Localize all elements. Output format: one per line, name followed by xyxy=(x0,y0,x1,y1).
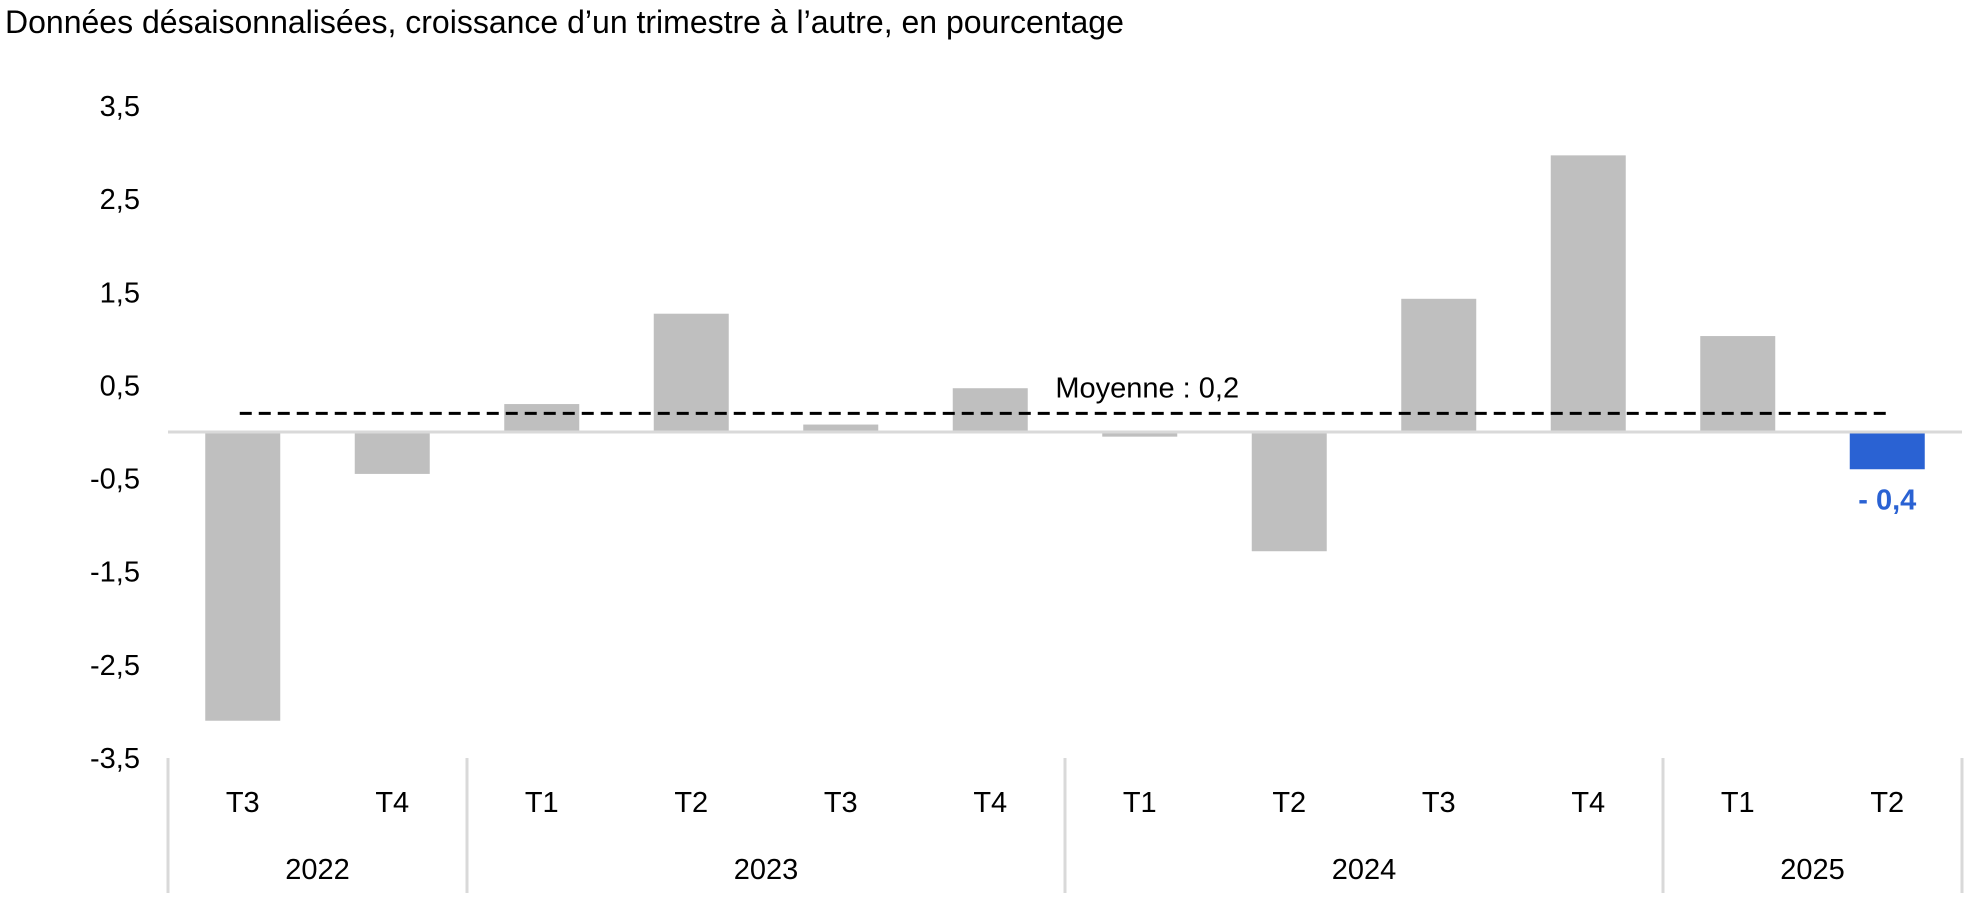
x-tick-label: T1 xyxy=(525,787,559,819)
y-tick-label: -3,5 xyxy=(90,743,140,775)
x-tick-label: T2 xyxy=(1272,787,1306,819)
x-axis: T3 T4 T1 T2 T3 T4 T1 T2 T3 T4 T1 T2 2022 2023 2024 2025 xyxy=(166,758,1964,893)
y-tick-label: 1,5 xyxy=(100,277,140,309)
y-axis-ticks: 3,5 2,5 1,5 0,5 -0,5 -1,5 -2,5 -3,5 xyxy=(90,91,140,775)
chart-title: Données désaisonnalisées, croissance d’u… xyxy=(5,4,1124,40)
y-tick-label: 0,5 xyxy=(100,370,140,402)
x-tick-label: T1 xyxy=(1123,787,1157,819)
y-tick-label: -1,5 xyxy=(90,557,140,589)
y-tick-label: -0,5 xyxy=(90,464,140,496)
x-tick-label: T2 xyxy=(1870,787,1904,819)
bar xyxy=(1401,298,1477,432)
x-tick-label: T1 xyxy=(1721,787,1755,819)
year-label: 2022 xyxy=(285,854,350,886)
bar xyxy=(1550,155,1626,432)
x-tick-label: T4 xyxy=(375,787,409,819)
x-tick-label: T2 xyxy=(674,787,708,819)
bar xyxy=(1251,432,1327,552)
x-tick-label: T4 xyxy=(1571,787,1605,819)
average-label: Moyenne : 0,2 xyxy=(1055,372,1239,404)
bar xyxy=(803,424,879,432)
bar xyxy=(1700,336,1776,432)
year-label: 2024 xyxy=(1332,854,1397,886)
x-tick-label: T3 xyxy=(1422,787,1456,819)
bar xyxy=(354,432,430,474)
x-tick-label: T4 xyxy=(973,787,1007,819)
x-tick-label: T3 xyxy=(226,787,260,819)
bar xyxy=(504,404,580,432)
year-label: 2023 xyxy=(734,854,799,886)
bar xyxy=(952,388,1028,432)
x-tick-label: T3 xyxy=(824,787,858,819)
bar xyxy=(1102,432,1178,437)
bar xyxy=(205,432,281,721)
bar xyxy=(1849,432,1925,470)
y-tick-label: 3,5 xyxy=(100,91,140,123)
y-tick-label: 2,5 xyxy=(100,184,140,216)
bars xyxy=(205,155,1925,721)
y-tick-label: -2,5 xyxy=(90,650,140,682)
year-label: 2025 xyxy=(1780,854,1845,886)
highlight-data-label: - 0,4 xyxy=(1858,484,1916,516)
